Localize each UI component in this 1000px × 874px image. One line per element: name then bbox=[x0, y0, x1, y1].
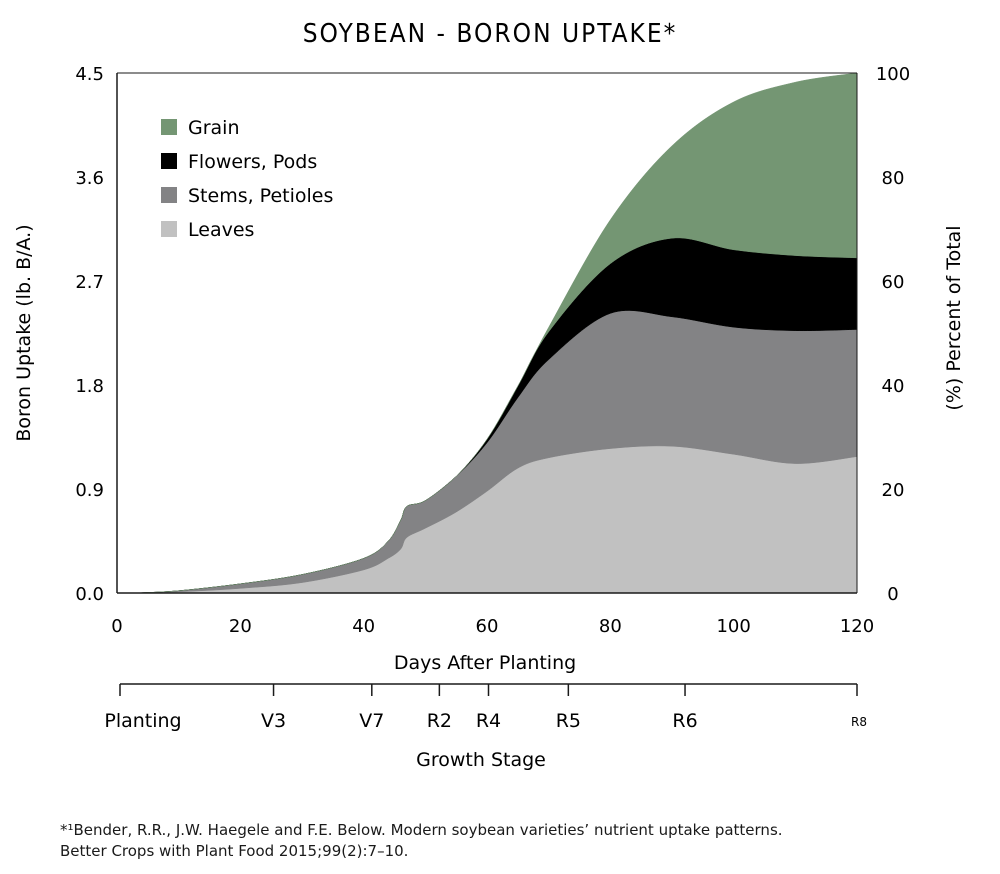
y-tick-label: 3.6 bbox=[75, 168, 104, 189]
y2-tick-label: 60 bbox=[882, 272, 905, 293]
x-tick-label: 20 bbox=[229, 616, 252, 637]
y2-axis-title: (%) Percent of Total bbox=[943, 225, 965, 410]
x-tick-label: 0 bbox=[111, 616, 122, 637]
y2-tick-label: 40 bbox=[882, 376, 905, 397]
legend-label-stems-petioles: Stems, Petioles bbox=[188, 185, 333, 207]
growth-stage-label-planting: Planting bbox=[104, 710, 181, 732]
y2-tick-label: 100 bbox=[876, 64, 910, 85]
x-tick-label: 120 bbox=[840, 616, 874, 637]
growth-stage-label-r4: R4 bbox=[476, 710, 501, 732]
legend-swatch-grain bbox=[161, 119, 177, 135]
y2-tick-label: 0 bbox=[887, 584, 898, 605]
footnote: *¹Bender, R.R., J.W. Haegele and F.E. Be… bbox=[60, 820, 960, 862]
growth-stage-label-r6: R6 bbox=[672, 710, 697, 732]
y-tick-label: 1.8 bbox=[75, 376, 104, 397]
plot-frame bbox=[116, 72, 858, 594]
x-axis-title: Days After Planting bbox=[394, 652, 576, 674]
growth-stage-label-r2: R2 bbox=[427, 710, 452, 732]
legend-label-grain: Grain bbox=[188, 117, 240, 139]
legend-label-leaves: Leaves bbox=[188, 219, 254, 241]
x-tick-label: 100 bbox=[716, 616, 750, 637]
y2-tick-label: 20 bbox=[882, 480, 905, 501]
footnote-line-2: Better Crops with Plant Food 2015;99(2):… bbox=[60, 842, 409, 860]
y-tick-label: 4.5 bbox=[75, 64, 104, 85]
growth-stage-label-v7: V7 bbox=[359, 710, 384, 732]
growth-stage-label-r8: R8 bbox=[851, 715, 867, 729]
y-axis-ticks: 0.0 0.9 1.8 2.7 3.6 4.5 bbox=[75, 64, 104, 605]
y-tick-label: 0.0 bbox=[75, 584, 104, 605]
x-tick-label: 40 bbox=[352, 616, 375, 637]
chart-title: SOYBEAN - BORON UPTAKE* bbox=[303, 19, 678, 49]
y-tick-label: 0.9 bbox=[75, 480, 104, 501]
x-axis-ticks: 0 20 40 60 80 100 120 bbox=[111, 616, 874, 637]
legend-swatch-flowers-pods bbox=[161, 153, 177, 169]
growth-stage-label-r5: R5 bbox=[556, 710, 581, 732]
x-tick-label: 80 bbox=[599, 616, 622, 637]
growth-stage-label-v3: V3 bbox=[261, 710, 286, 732]
growth-stage-axis: Planting V3 V7 R2 R4 R5 R6 R8 bbox=[104, 684, 867, 732]
legend: Grain Flowers, Pods Stems, Petioles Leaves bbox=[161, 117, 333, 241]
legend-swatch-stems-petioles bbox=[161, 187, 177, 203]
footnote-line-1: *¹Bender, R.R., J.W. Haegele and F.E. Be… bbox=[60, 821, 783, 839]
y-tick-label: 2.7 bbox=[75, 272, 104, 293]
legend-swatch-leaves bbox=[161, 221, 177, 237]
y-axis-title: Boron Uptake (lb. B/A.) bbox=[13, 224, 35, 441]
growth-stage-title: Growth Stage bbox=[416, 749, 546, 771]
y2-tick-label: 80 bbox=[882, 168, 905, 189]
x-tick-label: 60 bbox=[476, 616, 499, 637]
legend-label-flowers-pods: Flowers, Pods bbox=[188, 151, 317, 173]
y2-axis-ticks: 0 20 40 60 80 100 bbox=[876, 64, 910, 605]
area-grain bbox=[135, 72, 858, 594]
